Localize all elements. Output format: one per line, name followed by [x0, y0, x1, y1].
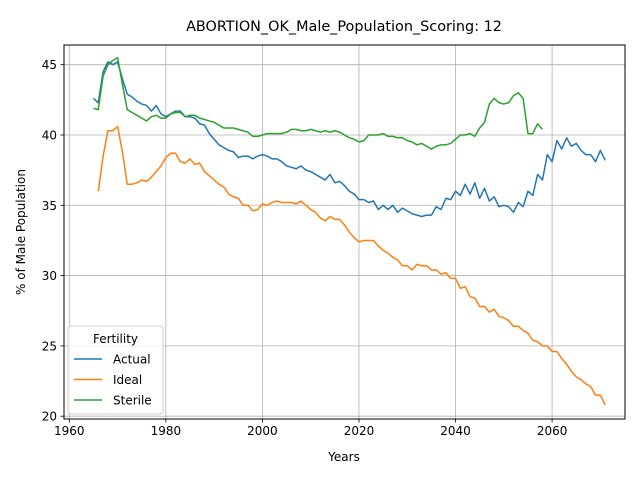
legend-label-sterile: Sterile [113, 394, 152, 408]
y-tick-label: 20 [42, 410, 57, 424]
legend-title: Fertility [93, 332, 138, 346]
x-tick-label: 1980 [151, 424, 182, 438]
x-tick-label: 2040 [440, 424, 471, 438]
chart-title: ABORTION_OK_Male_Population_Scoring: 12 [186, 19, 502, 35]
y-tick-label: 30 [42, 269, 57, 283]
y-tick-label: 25 [42, 339, 57, 353]
x-tick-label: 1960 [54, 424, 85, 438]
x-tick-label: 2000 [247, 424, 278, 438]
grid [64, 45, 625, 419]
legend-box [67, 325, 164, 415]
x-axis-label: Years [327, 450, 360, 464]
legend-label-ideal: Ideal [113, 373, 142, 387]
y-tick-label: 35 [42, 199, 57, 213]
series-line-actual [92, 61, 606, 218]
series-line-sterile [93, 56, 544, 150]
legend: Fertility Actual Ideal Sterile [67, 325, 164, 415]
x-tick-label: 2060 [537, 424, 568, 438]
y-axis-ticks: 20 25 30 35 40 45 [42, 58, 64, 424]
y-axis-label: % of Male Population [14, 169, 28, 295]
y-tick-label: 40 [42, 128, 57, 142]
series-line-ideal [97, 125, 606, 406]
y-tick-label: 45 [42, 58, 57, 72]
plot-series [92, 56, 606, 406]
x-axis-ticks: 1960 1980 2000 2020 2040 2060 [54, 419, 567, 438]
x-tick-label: 2020 [344, 424, 375, 438]
legend-label-actual: Actual [113, 353, 151, 367]
plot-frame [63, 44, 626, 420]
